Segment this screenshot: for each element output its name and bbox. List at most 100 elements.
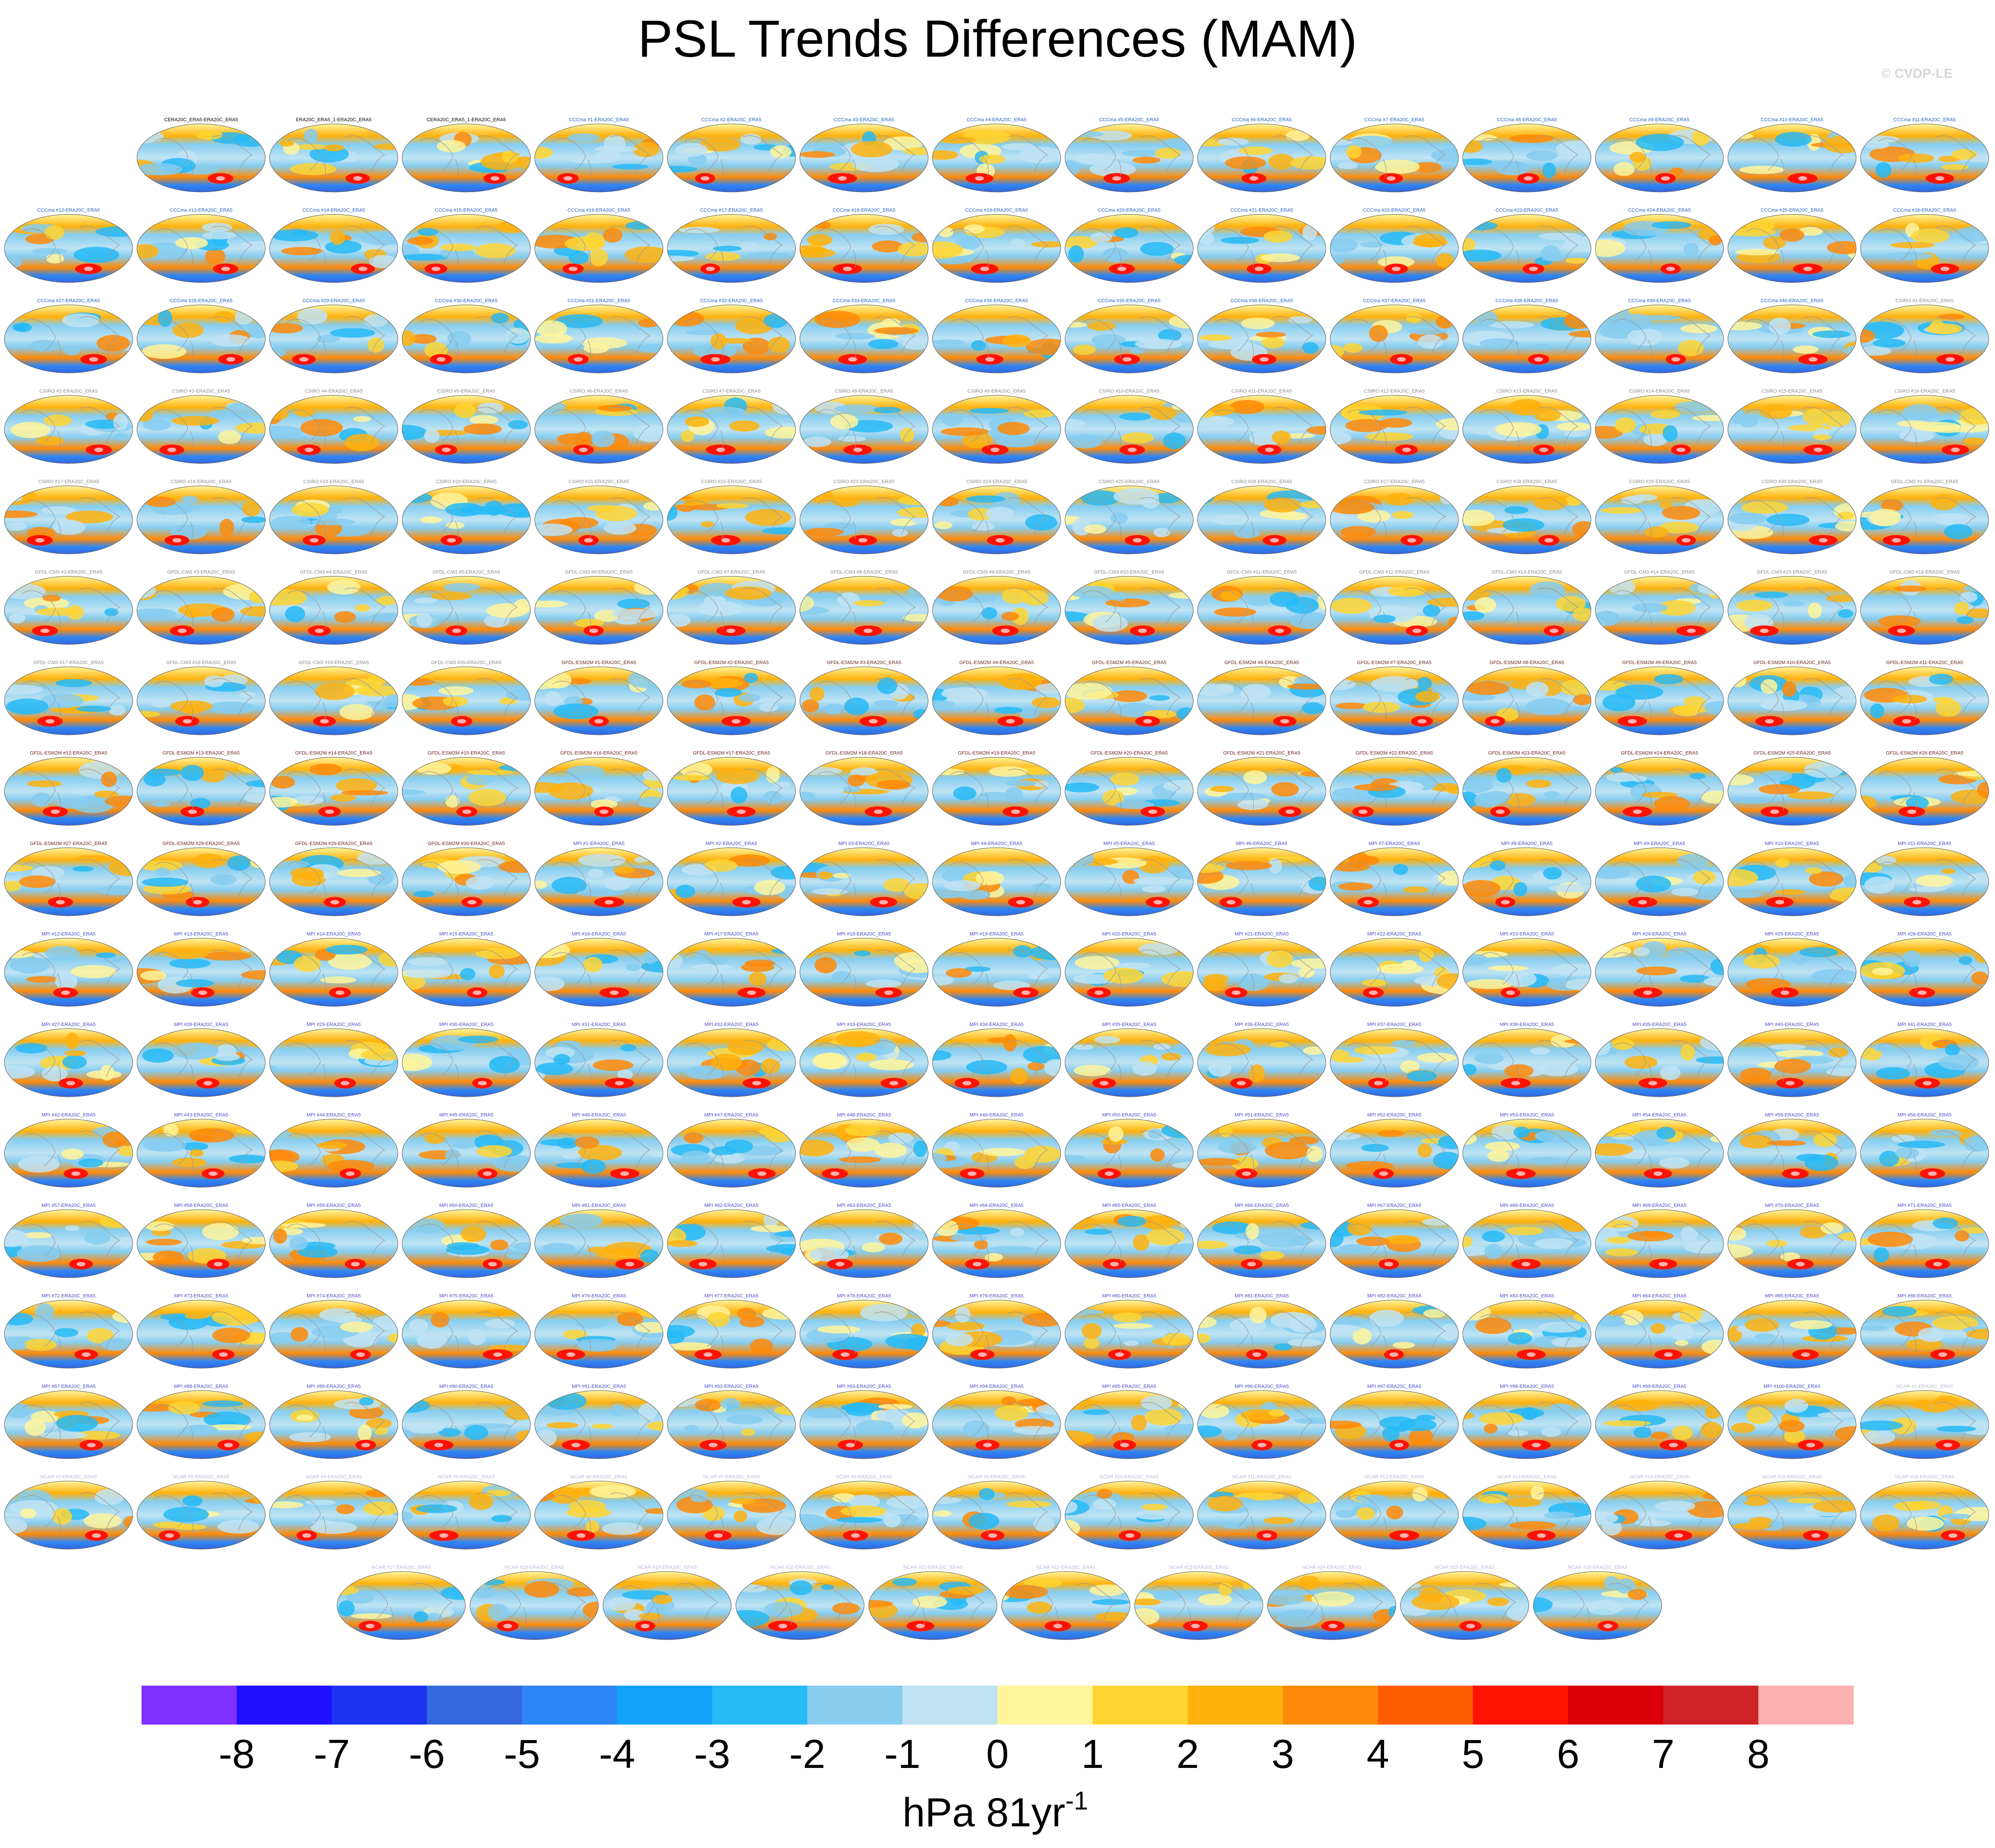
panel-label: CSIRO #5-ERA20C_ERA5 — [437, 389, 495, 394]
panel-label: MPI #3-ERA20C_ERA5 — [838, 841, 890, 846]
panel-label: MPI #50-ERA20C_ERA5 — [1102, 1113, 1156, 1118]
panel-label: GFDL-ESM2M #25-ERA20C_ERA5 — [1753, 751, 1831, 756]
panel-label: NCAR #18-ERA20C_ERA5 — [505, 1565, 564, 1570]
map-panel: MPI #25-ERA20C_ERA5 — [1728, 932, 1872, 1007]
map-panel: CSIRO #9-ERA20C_ERA5 — [932, 389, 1061, 464]
panel-label: GFDL-CM3 #11-ERA20C_ERA5 — [1227, 570, 1297, 575]
panel-label: GFDL-ESM2M #8-ERA20C_ERA5 — [1489, 660, 1564, 665]
panel-label: NCAR #10-ERA20C_ERA5 — [1100, 1475, 1159, 1480]
map-panel: GFDL-CM3 #16-ERA20C_ERA5 — [1861, 570, 1995, 645]
panel-label: CSIRO #29-ERA20C_ERA5 — [1629, 479, 1690, 484]
panel-label: MPI #43-ERA20C_ERA5 — [174, 1113, 228, 1118]
map-panel: MPI #31-ERA20C_ERA5 — [527, 1022, 663, 1097]
map-panel: GFDL-ESM2M #30-ERA20C_ERA5 — [402, 841, 539, 916]
panel-label: NCAR #6-ERA20C_ERA5 — [571, 1475, 627, 1480]
panel-label: MPI #63-ERA20C_ERA5 — [837, 1203, 891, 1208]
panel-label: MPI #64-ERA20C_ERA5 — [970, 1203, 1024, 1208]
panel-label: MPI #92-ERA20C_ERA5 — [704, 1384, 758, 1389]
panel-label: NCAR #3-ERA20C_ERA5 — [173, 1475, 230, 1480]
panel-label: GFDL-ESM2M #6-ERA20C_ERA5 — [1224, 660, 1299, 665]
panel-label: CSIRO #18-ERA20C_ERA5 — [171, 479, 232, 484]
panel-label: MPI #57-ERA20C_ERA5 — [42, 1203, 96, 1208]
map-panel: CCCma #30-ERA20C_ERA5 — [397, 298, 542, 373]
colorbar-swatch — [237, 1686, 332, 1725]
map-panel: CCCma #3-ERA20C_ERA5 — [799, 117, 933, 192]
panel-label: MPI #84-ERA20C_ERA5 — [1632, 1294, 1686, 1299]
map-panel: GFDL-ESM2M #22-ERA20C_ERA5 — [1330, 751, 1465, 826]
panel-label: CSIRO #25-ERA20C_ERA5 — [1099, 479, 1160, 484]
map-panel: MPI #45-ERA20C_ERA5 — [402, 1113, 534, 1187]
panel-label: MPI #100-ERA20C_ERA5 — [1764, 1384, 1820, 1389]
map-panel: MPI #28-ERA20C_ERA5 — [137, 1022, 276, 1097]
map-panel: CCCma #1-ERA20C_ERA5 — [524, 117, 666, 192]
map-panel: GFDL-CM3 #5-ERA20C_ERA5 — [392, 570, 532, 645]
map-panel: GFDL-ESM2M #27-ERA20C_ERA5 — [0, 841, 150, 916]
panel-label: GFDL-ESM2M #24-ERA20C_ERA5 — [1621, 751, 1698, 756]
panel-label: MPI #73-ERA20C_ERA5 — [174, 1294, 228, 1299]
map-panel: NCAR #18-ERA20C_ERA5 — [456, 1565, 612, 1640]
map-panel: MPI #88-ERA20C_ERA5 — [134, 1384, 279, 1459]
panel-label: NCAR #19-ERA20C_ERA5 — [637, 1565, 697, 1570]
panel-label: MPI #85-ERA20C_ERA5 — [1765, 1294, 1819, 1299]
panel-label: MPI #31-ERA20C_ERA5 — [572, 1022, 626, 1027]
map-panel: CCCma #10-ERA20C_ERA5 — [1728, 117, 1864, 192]
map-panel: CSIRO #19-ERA20C_ERA5 — [269, 479, 398, 554]
map-panel: GFDL-ESM2M #24-ERA20C_ERA5 — [1595, 751, 1731, 826]
map-panel: MPI #53-ERA20C_ERA5 — [1452, 1113, 1591, 1187]
colorbar-swatch — [427, 1686, 522, 1725]
panel-label: MPI #41-ERA20C_ERA5 — [1898, 1022, 1952, 1027]
map-panel: CCCma #12-ERA20C_ERA5 — [0, 208, 138, 283]
panel-label: MPI #86-ERA20C_ERA5 — [1898, 1294, 1952, 1299]
map-panel: CSIRO #29-ERA20C_ERA5 — [1595, 479, 1723, 554]
colorbar-tick-label: 6 — [1557, 1732, 1579, 1777]
panel-label: MPI #11-ERA20C_ERA5 — [1898, 841, 1951, 846]
map-panel: CSIRO #23-ERA20C_ERA5 — [800, 479, 944, 554]
panel-label: NCAR #22-ERA20C_ERA5 — [1036, 1565, 1096, 1570]
colorbar-unit-label: hPa 81yr-1 — [902, 1787, 1088, 1835]
map-panel: NCAR #2-ERA20C_ERA5 — [0, 1475, 142, 1549]
panel-label: CSIRO #4-ERA20C_ERA5 — [305, 389, 363, 394]
colorbar-tick-label: -1 — [884, 1732, 921, 1777]
panel-label: MPI #1-ERA20C_ERA5 — [573, 841, 625, 846]
panel-label: MPI #49-ERA20C_ERA5 — [970, 1113, 1024, 1118]
panel-label: MPI #71-ERA20C_ERA5 — [1898, 1203, 1952, 1208]
map-panel: GFDL-CM3 #10-ERA20C_ERA5 — [1042, 570, 1216, 645]
panel-label: GFDL-ESM2M #9-ERA20C_ERA5 — [1622, 660, 1697, 665]
map-panel: CCCma #22-ERA20C_ERA5 — [1327, 208, 1458, 283]
panel-label: NCAR #11-ERA20C_ERA5 — [1232, 1475, 1291, 1480]
panel-label: ERA20C_ERA5_1-ERA20C_ERA5 — [296, 117, 372, 123]
panel-label: MPI #81-ERA20C_ERA5 — [1235, 1294, 1289, 1299]
map-panel: NCAR #23-ERA20C_ERA5 — [1123, 1565, 1280, 1640]
map-panel: MPI #52-ERA20C_ERA5 — [1311, 1113, 1467, 1187]
map-panel: MPI #33-ERA20C_ERA5 — [800, 1022, 928, 1097]
map-panel: CSIRO #26-ERA20C_ERA5 — [1182, 479, 1331, 554]
panel-label: GFDL-ESM2M #23-ERA20C_ERA5 — [1488, 751, 1565, 756]
panel-label: CSIRO #17-ERA20C_ERA5 — [38, 479, 99, 484]
panel-label: MPI #26-ERA20C_ERA5 — [1898, 932, 1952, 937]
panel-label: CSIRO #22-ERA20C_ERA5 — [701, 479, 762, 484]
panel-label: MPI #55-ERA20C_ERA5 — [1765, 1113, 1819, 1118]
map-panel: GFDL-ESM2M #14-ERA20C_ERA5 — [261, 751, 398, 826]
map-panel: NCAR #6-ERA20C_ERA5 — [515, 1475, 670, 1549]
map-panel: GFDL-CM3 #2-ERA20C_ERA5 — [2, 570, 133, 645]
map-panel: CSIRO #4-ERA20C_ERA5 — [257, 389, 398, 464]
map-panel: MPI #67-ERA20C_ERA5 — [1323, 1203, 1467, 1278]
map-panel: MPI #32-ERA20C_ERA5 — [668, 1022, 803, 1097]
map-panel: MPI #61-ERA20C_ERA5 — [535, 1203, 663, 1278]
panel-label: MPI #76-ERA20C_ERA5 — [572, 1294, 626, 1299]
map-panel: MPI #84-ERA20C_ERA5 — [1595, 1294, 1730, 1368]
panel-grid: CERA20C_ERA5-ERA20C_ERA5 ERA20C_ERA5_1-ER… — [0, 0, 1995, 1664]
colorbar-swatch — [1473, 1686, 1569, 1725]
map-panel: MPI #3-ERA20C_ERA5 — [790, 841, 939, 916]
panel-label: MPI #67-ERA20C_ERA5 — [1367, 1203, 1421, 1208]
panel-label: CCCma #36-ERA20C_ERA5 — [1230, 298, 1293, 304]
colorbar-tick-label: -5 — [504, 1732, 540, 1777]
map-panel: CSIRO #15-ERA20C_ERA5 — [1728, 389, 1856, 464]
colorbar-tick-label: -6 — [409, 1732, 445, 1777]
colorbar-swatch — [617, 1686, 713, 1725]
panel-label: CCCma #11-ERA20C_ERA5 — [1893, 117, 1956, 123]
panel-label: MPI #44-ERA20C_ERA5 — [307, 1113, 361, 1118]
map-panel: CCCma #2-ERA20C_ERA5 — [650, 117, 804, 192]
map-panel: MPI #48-ERA20C_ERA5 — [794, 1113, 928, 1187]
map-panel: GFDL-ESM2M #12-ERA20C_ERA5 — [4, 751, 144, 826]
